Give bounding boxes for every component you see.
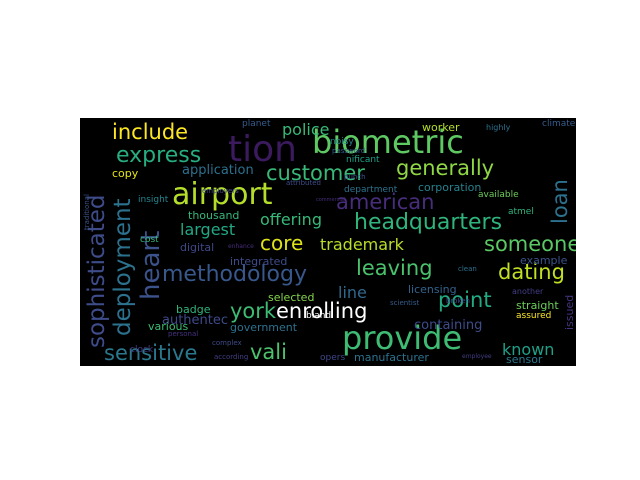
cloud-word: highly: [486, 123, 511, 132]
cloud-word: manufacturer: [354, 351, 429, 364]
cloud-word: available: [478, 190, 519, 200]
cloud-word: punch: [344, 173, 366, 181]
cloud-word: generally: [396, 156, 495, 180]
cloud-word: vali: [250, 340, 287, 364]
cloud-word: department: [344, 185, 398, 195]
cloud-word: containing: [414, 318, 483, 333]
cloud-word: express: [116, 143, 202, 168]
cloud-word: point: [438, 288, 492, 312]
cloud-word: another: [512, 287, 544, 296]
cloud-word: tion: [228, 129, 297, 170]
cloud-word: line: [338, 283, 367, 302]
cloud-word: broken: [446, 297, 470, 305]
cloud-word: according: [214, 353, 249, 361]
cloud-word: atmel: [508, 207, 534, 217]
cloud-word: include: [112, 120, 189, 144]
cloud-word: issued: [563, 294, 576, 330]
cloud-word: authentec: [162, 313, 229, 328]
cloud-word: complex: [212, 339, 242, 347]
cloud-word: licensing: [408, 283, 457, 296]
cloud-word: commercial: [316, 197, 346, 203]
cloud-word: application: [182, 163, 254, 178]
cloud-word: biometric: [312, 123, 464, 161]
cloud-word: largest: [180, 220, 236, 239]
cloud-word: known: [502, 340, 555, 359]
cloud-word: selected: [268, 291, 315, 304]
cloud-word: traditional: [83, 194, 91, 230]
cloud-word: american: [336, 190, 435, 214]
cloud-word: enhance: [228, 243, 254, 250]
cloud-word: someone: [484, 232, 576, 256]
cloud-word: sensitive: [104, 341, 198, 365]
cloud-word: badge: [176, 303, 211, 316]
cloud-word: sensor: [506, 353, 543, 366]
cloud-word: bland: [306, 311, 332, 321]
cloud-word: customer: [266, 161, 365, 185]
cloud-word: clean: [458, 265, 477, 273]
cloud-word: worker: [422, 121, 460, 134]
cloud-word: government: [230, 321, 298, 334]
cloud-word: methodology: [162, 262, 307, 287]
cloud-word: offering: [260, 210, 322, 229]
cloud-word: straight: [516, 299, 559, 312]
cloud-word: corporation: [418, 181, 482, 194]
cloud-word: personal: [168, 330, 199, 338]
cloud-word: noisy: [330, 137, 354, 147]
cloud-word: integrated: [230, 255, 288, 268]
cloud-word: cost: [140, 235, 159, 245]
cloud-word: core: [260, 231, 304, 255]
cloud-word: thousand: [188, 209, 240, 222]
cloud-word: employers: [202, 187, 239, 195]
cloud-word: assured: [516, 311, 552, 321]
cloud-word: digital: [180, 241, 215, 254]
cloud-word: employee: [462, 353, 492, 360]
cloud-word: copy: [112, 167, 139, 180]
cloud-word: airport: [172, 177, 273, 212]
cloud-word: clock: [130, 345, 154, 355]
cloud-word: nificant: [346, 155, 380, 165]
cloud-word: example: [520, 254, 568, 267]
cloud-word: scientist: [390, 299, 420, 307]
cloud-word: various: [148, 320, 189, 333]
cloud-word: password: [332, 147, 366, 155]
cloud-word: york: [230, 299, 277, 323]
cloud-word: loan: [548, 179, 572, 224]
cloud-word: attributed: [286, 179, 321, 187]
cloud-word: police: [282, 120, 330, 139]
cloud-word: headquarters: [354, 210, 503, 235]
word-cloud: airport biometric provide tion sophistic…: [80, 118, 576, 366]
cloud-word: planet: [242, 119, 271, 129]
cloud-word: enrolling: [276, 299, 368, 323]
cloud-word: opers: [320, 353, 346, 363]
cloud-word: leaving: [356, 256, 433, 280]
cloud-word: dating: [498, 260, 565, 284]
cloud-word: deployment: [110, 198, 136, 336]
cloud-word: insight: [138, 195, 169, 205]
cloud-word: climate: [542, 119, 576, 129]
cloud-word: provide: [342, 319, 463, 357]
cloud-word: trademark: [320, 235, 404, 254]
